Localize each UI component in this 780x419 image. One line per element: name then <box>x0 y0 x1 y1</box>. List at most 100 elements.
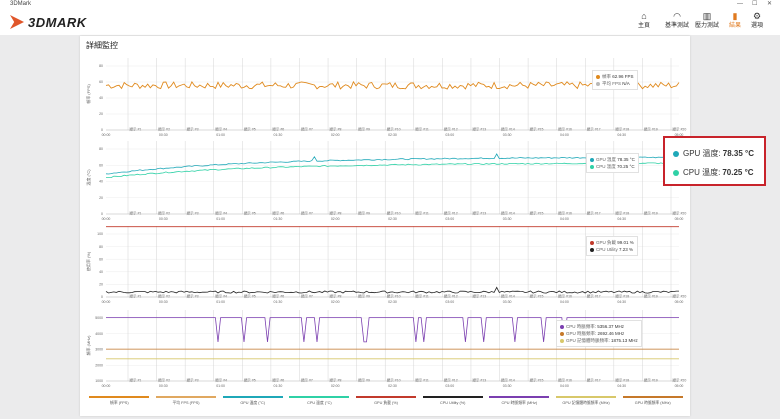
marker-label: 顯示 #7 <box>301 127 313 132</box>
marker-label: 顯示 #7 <box>301 378 313 383</box>
series-value: 7.23 % <box>619 247 634 252</box>
marker-label: 顯示 #3 <box>187 127 199 132</box>
y-axis-label: 使用率 (%) <box>85 251 91 271</box>
window-title: 3DMark <box>10 1 32 7</box>
gpu-temp-dot <box>673 150 679 157</box>
x-tick-label: 01:00 <box>216 384 225 388</box>
x-tick-label: 01:00 <box>216 133 225 137</box>
app-logo[interactable]: 3DMARK <box>10 14 87 30</box>
minimize-button[interactable]: — <box>737 1 743 7</box>
bottom-legend-item[interactable]: GPU 溫度 (°C) <box>219 396 286 412</box>
legend-label: CPU 溫度 (°C) <box>307 401 332 405</box>
legend-color-bar <box>556 396 617 398</box>
nav-results[interactable]: ▮ 結果 <box>720 10 750 34</box>
nav-label: 基準測試 <box>664 23 689 29</box>
series-name: GPU 溫度 <box>596 157 617 162</box>
series-name: CPU 溫度 <box>596 164 616 169</box>
y-tick-label: 40 <box>99 96 103 100</box>
x-tick-label: 04:00 <box>560 217 569 221</box>
series-dot <box>590 157 594 162</box>
x-tick-label: 04:30 <box>617 217 626 221</box>
legend-label: CPU 時脈頻率 (MHz) <box>501 401 538 405</box>
marker-label: 顯示 #11 <box>415 211 429 216</box>
legend-label: 幀率 (FPS) <box>110 401 129 405</box>
x-tick-label: 03:30 <box>503 300 512 304</box>
legend-color-bar <box>422 396 483 398</box>
usage-legend: GPU 負載 99.01 % CPU Utility 7.23 % <box>586 236 638 256</box>
marker-label: 顯示 #10 <box>387 211 401 216</box>
x-tick-label: 03:30 <box>503 217 512 221</box>
series-value: 2692.46 MHz <box>597 331 625 336</box>
legend-label: GPU 時脈頻率 (MHz) <box>634 401 671 405</box>
y-tick-label: 4000 <box>95 332 103 336</box>
bottom-legend-item[interactable]: GPU 記憶體時脈頻率 (MHz) <box>553 396 620 412</box>
y-tick-label: 0 <box>101 212 103 216</box>
legend-color-bar <box>622 396 683 398</box>
marker-label: 顯示 #11 <box>415 378 429 383</box>
series-dot <box>596 74 600 79</box>
clock-legend: CPU 時脈頻率: 5356.37 MHz GPU 時脈頻率: 2692.46 … <box>556 320 642 347</box>
y-tick-label: 0 <box>101 128 103 132</box>
bottom-legend-item[interactable]: 平均 FPS (FPS) <box>153 396 220 412</box>
bottom-legend-item[interactable]: GPU 負載 (%) <box>353 396 420 412</box>
y-tick-label: 1000 <box>95 379 103 383</box>
y-axis-label: 頻率 (MHz) <box>85 335 91 356</box>
marker-label: 顯示 #1 <box>130 294 142 299</box>
x-tick-label: 00:30 <box>159 300 168 304</box>
callout-gpu-row: GPU 溫度: 78.35 °C <box>673 148 754 159</box>
gear-icon: ⚙ <box>752 11 762 21</box>
series-dot <box>590 247 594 252</box>
series-value: 99.01 % <box>617 240 634 245</box>
x-tick-label: 05:00 <box>675 217 684 221</box>
nav-benchmark[interactable]: ◠ 基準測試 <box>662 10 692 34</box>
close-button[interactable]: ✕ <box>767 1 773 7</box>
legend-color-bar <box>89 396 150 398</box>
series-name: GPU 負載 <box>596 240 617 245</box>
legend-label: CPU Utility (%) <box>440 401 466 405</box>
stress-test-icon: ▥ <box>702 11 712 21</box>
series-line <box>106 162 680 179</box>
series-name: CPU 時脈頻率 <box>566 324 595 329</box>
bottom-legend-item[interactable]: CPU 時脈頻率 (MHz) <box>486 396 553 412</box>
marker-label: 顯示 #1 <box>130 378 142 383</box>
nav-label: 主頁 <box>637 23 650 29</box>
marker-label: 顯示 #20 <box>673 378 687 383</box>
x-tick-label: 00:30 <box>159 133 168 137</box>
marker-label: 顯示 #5 <box>244 294 256 299</box>
marker-label: 顯示 #14 <box>501 378 515 383</box>
bottom-legend-item[interactable]: GPU 時脈頻率 (MHz) <box>619 396 686 412</box>
nav-stress-test[interactable]: ▥ 壓力測試 <box>692 10 722 34</box>
home-icon: ⌂ <box>641 11 647 21</box>
callout-value: 70.25 °C <box>722 168 754 177</box>
y-tick-label: 40 <box>99 270 103 274</box>
y-tick-label: 5000 <box>95 316 103 320</box>
marker-label: 顯示 #3 <box>187 378 199 383</box>
maximize-button[interactable]: ☐ <box>752 1 758 7</box>
bottom-legend-item[interactable]: CPU Utility (%) <box>419 396 486 412</box>
marker-label: 顯示 #20 <box>673 294 687 299</box>
x-tick-label: 02:00 <box>331 133 340 137</box>
results-icon: ▮ <box>732 11 738 21</box>
x-tick-label: 01:00 <box>216 300 225 304</box>
nav-home[interactable]: ⌂ 主頁 <box>629 10 659 34</box>
x-tick-label: 03:30 <box>503 384 512 388</box>
series-value: 78.35 °C <box>617 157 635 162</box>
marker-label: 顯示 #8 <box>330 127 342 132</box>
x-tick-label: 04:30 <box>617 384 626 388</box>
callout-label: GPU 溫度: <box>683 149 721 158</box>
benchmark-icon: ◠ <box>673 11 681 21</box>
marker-label: 顯示 #18 <box>615 294 629 299</box>
callout-value: 78.35 °C <box>722 149 754 158</box>
marker-label: 顯示 #9 <box>358 127 370 132</box>
marker-label: 顯示 #7 <box>301 211 313 216</box>
x-tick-label: 01:30 <box>274 384 283 388</box>
marker-label: 顯示 #5 <box>244 378 256 383</box>
nav-options[interactable]: ⚙ 選項 <box>742 10 772 34</box>
x-tick-label: 03:00 <box>445 217 454 221</box>
bottom-legend-item[interactable]: CPU 溫度 (°C) <box>286 396 353 412</box>
bottom-legend-item[interactable]: 幀率 (FPS) <box>86 396 153 412</box>
marker-label: 顯示 #15 <box>530 294 544 299</box>
x-tick-label: 02:00 <box>331 217 340 221</box>
marker-label: 顯示 #14 <box>501 127 515 132</box>
x-tick-label: 02:00 <box>331 384 340 388</box>
